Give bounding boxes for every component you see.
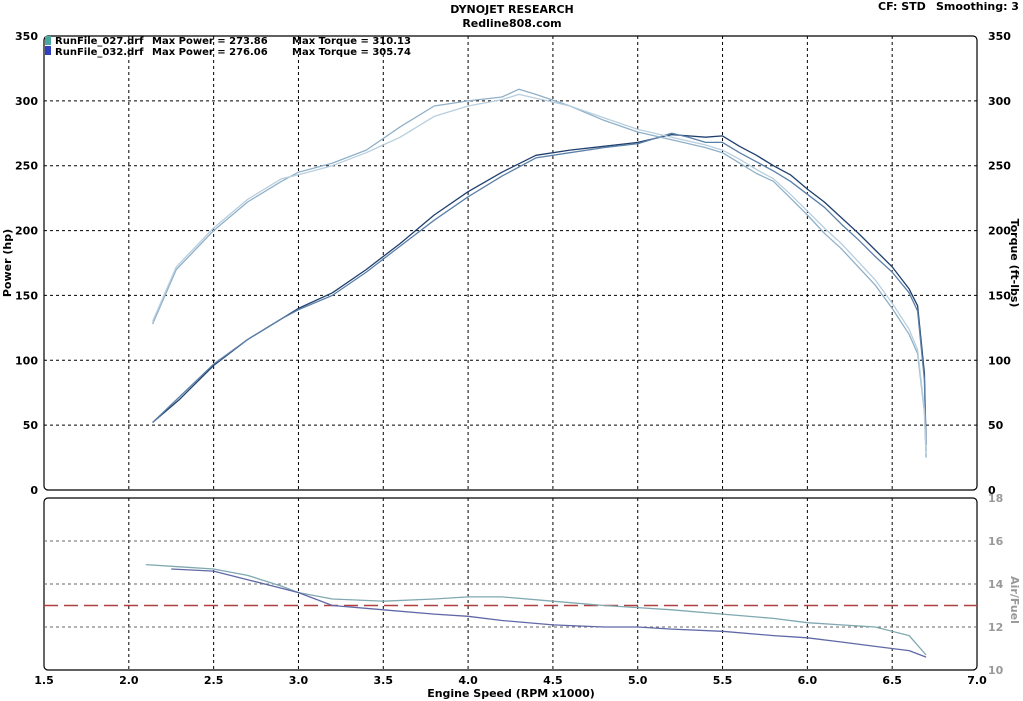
y-tick-label-air-fuel: 18: [988, 492, 1003, 505]
x-tick-label: 7.0: [967, 674, 987, 687]
y-tick-label-air-fuel: 14: [988, 578, 1004, 591]
x-tick-label: 5.0: [628, 674, 648, 687]
x-axis-ticks: 1.5 2.0 2.5 3.0 3.5 4.0 4.5 5.0 5.5 6.0 6.5 7.0: [34, 674, 987, 687]
y-tick-label-torque: 200: [988, 225, 1011, 238]
y-tick-label-torque: 300: [988, 95, 1011, 108]
x-tick-label: 4.5: [543, 674, 563, 687]
y-tick-label-air-fuel: 10: [988, 664, 1004, 677]
x-axis-label: Engine Speed (RPM x1000): [427, 687, 595, 700]
power-axis-ticks: 0 0 50 50 100 100 150 150 200 200 250 250 300 300 350 3…: [15, 30, 1011, 497]
x-tick-label: 3.0: [289, 674, 309, 687]
cf-label: CF: STD: [878, 0, 926, 13]
smoothing-label: Smoothing: 3: [936, 0, 1019, 13]
legend-power-run027: Max Power = 273.86: [152, 36, 268, 47]
power-grid: [44, 36, 977, 490]
legend-swatch-run027: [45, 36, 51, 45]
series-line-run032-torque: [152, 93, 927, 454]
y-axis-label-torque: Torque (ft-lbs): [1008, 219, 1021, 308]
y-tick-label-air-fuel: 16: [988, 535, 1004, 548]
y-tick-label-power: 100: [15, 354, 38, 367]
y-tick-label-torque: 100: [988, 354, 1011, 367]
y-axis-label-air-fuel: Air/Fuel: [1008, 576, 1021, 624]
legend: RunFile_027.drf Max Power = 273.86 Max T…: [45, 36, 411, 58]
x-tick-label: 2.0: [119, 674, 139, 687]
y-tick-label-torque: 0: [988, 484, 996, 497]
y-tick-label-power: 0: [30, 484, 38, 497]
x-tick-label: 3.5: [374, 674, 394, 687]
x-tick-label: 2.5: [204, 674, 224, 687]
series-line-run032-power: [152, 132, 927, 452]
y-tick-label-air-fuel: 12: [988, 621, 1003, 634]
legend-swatch-run032: [45, 46, 51, 55]
chart-subtitle: Redline808.com: [462, 17, 561, 30]
y-tick-label-power: 300: [15, 95, 38, 108]
air-fuel-axis-ticks: 10 12 14 16 18: [988, 492, 1004, 677]
legend-torque-run027: Max Torque = 310.13: [292, 36, 411, 47]
legend-name-run032: RunFile_032.drf: [55, 47, 144, 58]
legend-name-run027: RunFile_027.drf: [55, 36, 144, 47]
y-tick-label-torque: 50: [988, 419, 1004, 432]
x-tick-label: 6.0: [798, 674, 818, 687]
series-line-afr-run027: [145, 563, 927, 656]
y-tick-label-power: 250: [15, 160, 38, 173]
power-panel: [43, 35, 978, 491]
legend-torque-run032: Max Torque = 305.74: [292, 47, 411, 58]
series-line-afr-run032: [171, 568, 927, 658]
x-tick-label: 1.5: [34, 674, 54, 687]
y-tick-label-power: 200: [15, 225, 38, 238]
legend-power-run032: Max Power = 276.06: [152, 47, 268, 58]
y-tick-label-torque: 350: [988, 30, 1011, 43]
series-line-run027-torque: [152, 88, 927, 458]
y-tick-label-power: 50: [23, 419, 39, 432]
y-tick-label-torque: 250: [988, 160, 1011, 173]
y-tick-label-power: 350: [15, 30, 38, 43]
air-fuel-grid: [44, 498, 977, 670]
power-torque-lines: [152, 88, 927, 458]
y-tick-label-power: 150: [15, 289, 38, 302]
air-fuel-lines: [44, 563, 977, 658]
chart-title: DYNOJET RESEARCH: [450, 3, 573, 16]
x-tick-label: 6.5: [882, 674, 902, 687]
y-axis-label-power: Power (hp): [1, 229, 14, 297]
y-tick-label-torque: 150: [988, 289, 1011, 302]
x-tick-label: 4.0: [458, 674, 478, 687]
x-tick-label: 5.5: [713, 674, 733, 687]
